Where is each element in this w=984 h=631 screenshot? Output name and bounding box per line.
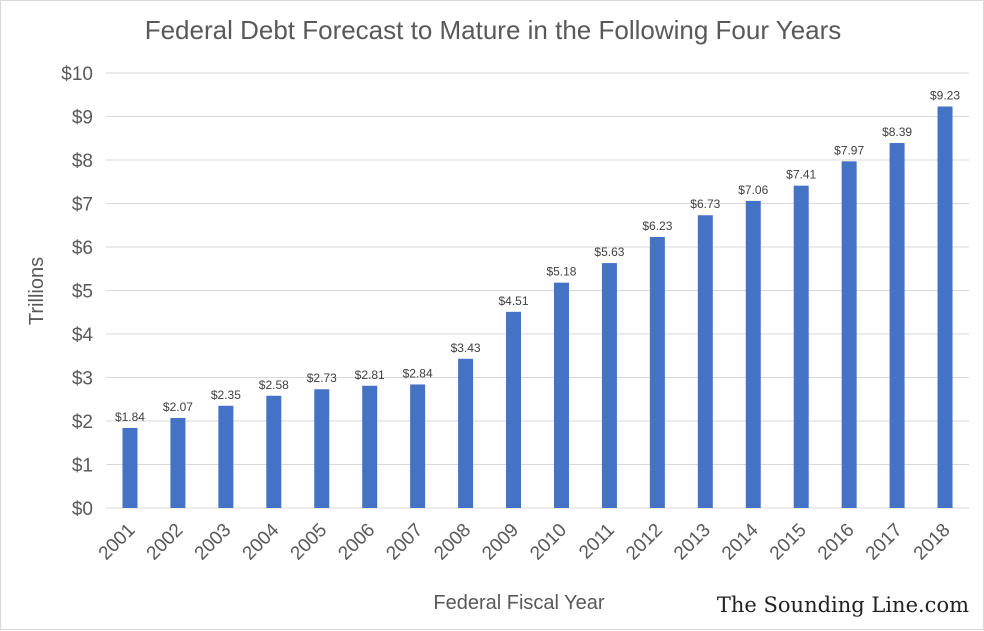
bar-2015 bbox=[793, 185, 809, 509]
y-tick-label: $0 bbox=[72, 499, 93, 520]
data-label-2002: $2.07 bbox=[163, 400, 193, 414]
x-tick-label-2013: 2013 bbox=[670, 520, 715, 565]
data-label-2001: $1.84 bbox=[115, 410, 145, 424]
x-tick-label-2005: 2005 bbox=[287, 520, 332, 565]
y-axis-ticks: $0 $1 $2 $3 $4 $5 $6 $7 $8 $9 $10 bbox=[61, 64, 93, 520]
y-tick-label: $2 bbox=[72, 412, 93, 433]
x-tick-label-2010: 2010 bbox=[526, 520, 571, 565]
x-tick-label-2014: 2014 bbox=[718, 519, 763, 564]
data-label-2008: $3.43 bbox=[451, 341, 481, 355]
x-tick-label-2007: 2007 bbox=[382, 520, 427, 565]
y-tick-label: $6 bbox=[72, 238, 93, 259]
data-label-2013: $6.73 bbox=[690, 197, 720, 211]
bar-2018 bbox=[937, 106, 953, 509]
bar-2016 bbox=[841, 161, 857, 508]
x-tick-label-2012: 2012 bbox=[622, 520, 667, 565]
x-tick-label-2017: 2017 bbox=[862, 520, 907, 565]
x-tick-label-2008: 2008 bbox=[430, 520, 475, 565]
y-axis-title: Trillions bbox=[26, 257, 48, 325]
x-tick-label-2001: 2001 bbox=[95, 520, 140, 565]
bars bbox=[122, 106, 953, 509]
bar-2002 bbox=[170, 417, 186, 508]
bar-2003 bbox=[218, 405, 234, 508]
bar-2012 bbox=[649, 236, 665, 508]
y-tick-label: $4 bbox=[72, 325, 94, 346]
y-tick-label: $3 bbox=[72, 369, 93, 390]
x-tick-label-2004: 2004 bbox=[239, 519, 284, 564]
bar-2009 bbox=[506, 311, 522, 508]
bar-2004 bbox=[266, 395, 282, 508]
data-labels: $1.84 $2.07 $2.35 $2.58 $2.73 $2.81 $2.84 $3.43… bbox=[115, 88, 960, 423]
data-label-2006: $2.81 bbox=[355, 368, 385, 382]
y-tick-label: $10 bbox=[61, 64, 93, 85]
data-label-2018: $9.23 bbox=[930, 88, 960, 102]
data-label-2012: $6.23 bbox=[642, 219, 672, 233]
bar-2014 bbox=[745, 200, 761, 508]
x-tick-label-2018: 2018 bbox=[910, 520, 955, 565]
x-axis-title: Federal Fiscal Year bbox=[433, 592, 605, 614]
bar-2013 bbox=[697, 215, 713, 508]
bar-2010 bbox=[553, 282, 569, 508]
data-label-2017: $8.39 bbox=[882, 125, 912, 139]
y-tick-label: $5 bbox=[72, 282, 93, 303]
data-label-2005: $2.73 bbox=[307, 371, 337, 385]
bar-2006 bbox=[362, 385, 378, 508]
data-label-2015: $7.41 bbox=[786, 168, 816, 182]
gridlines bbox=[106, 72, 969, 509]
y-tick-label: $7 bbox=[72, 195, 93, 216]
x-tick-label-2015: 2015 bbox=[766, 520, 811, 565]
data-label-2007: $2.84 bbox=[403, 366, 433, 380]
data-label-2016: $7.97 bbox=[834, 143, 864, 157]
data-label-2004: $2.58 bbox=[259, 378, 289, 392]
y-tick-label: $1 bbox=[72, 456, 93, 477]
bar-2011 bbox=[601, 263, 617, 508]
x-axis-ticks: 2001 2002 2003 2004 2005 2006 2007 2008 2009 2010… bbox=[95, 519, 955, 564]
y-tick-label: $9 bbox=[72, 108, 93, 129]
bar-2008 bbox=[458, 358, 474, 508]
y-tick-label: $8 bbox=[72, 151, 93, 172]
chart-title: Federal Debt Forecast to Mature in the F… bbox=[144, 15, 842, 45]
x-tick-label-2006: 2006 bbox=[334, 520, 379, 565]
bar-2001 bbox=[122, 427, 138, 508]
data-label-2010: $5.18 bbox=[546, 265, 576, 279]
data-label-2014: $7.06 bbox=[738, 183, 768, 197]
watermark: The Sounding Line.com bbox=[716, 593, 969, 617]
bar-2005 bbox=[314, 389, 330, 508]
bar-2017 bbox=[889, 143, 905, 508]
x-tick-label-2009: 2009 bbox=[478, 520, 523, 565]
bar-2007 bbox=[410, 384, 426, 508]
x-tick-label-2011: 2011 bbox=[575, 520, 619, 564]
data-label-2009: $4.51 bbox=[499, 294, 529, 308]
data-label-2003: $2.35 bbox=[211, 388, 241, 402]
x-tick-label-2003: 2003 bbox=[191, 520, 236, 565]
data-label-2011: $5.63 bbox=[594, 245, 624, 259]
x-tick-label-2002: 2002 bbox=[143, 520, 188, 565]
x-tick-label-2016: 2016 bbox=[814, 520, 859, 565]
